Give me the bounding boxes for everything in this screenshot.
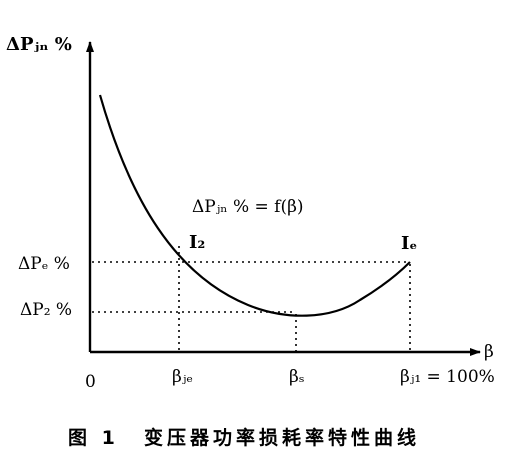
loss-rate-curve bbox=[98, 94, 411, 317]
point-label-left: I₂ bbox=[189, 232, 205, 253]
equation-label: ΔPⱼₙ % = f(β) bbox=[192, 197, 304, 217]
y-tick-lower: ΔP₂ % bbox=[20, 300, 72, 320]
y-axis-label: ΔPⱼₙ % bbox=[6, 34, 72, 55]
y-tick-upper: ΔPₑ % bbox=[18, 254, 70, 274]
x-axis-label: β bbox=[484, 342, 494, 362]
caption-number: 图 1 bbox=[68, 427, 119, 449]
x-tick-2: βₛ bbox=[289, 367, 305, 387]
caption-text: 变压器功率损耗率特性曲线 bbox=[144, 426, 420, 449]
x-tick-1: βⱼₑ bbox=[172, 367, 193, 387]
point-label-right: Iₑ bbox=[401, 233, 417, 254]
x-tick-origin: 0 bbox=[85, 372, 96, 392]
x-tick-3: βⱼ₁ = 100% bbox=[400, 367, 495, 387]
